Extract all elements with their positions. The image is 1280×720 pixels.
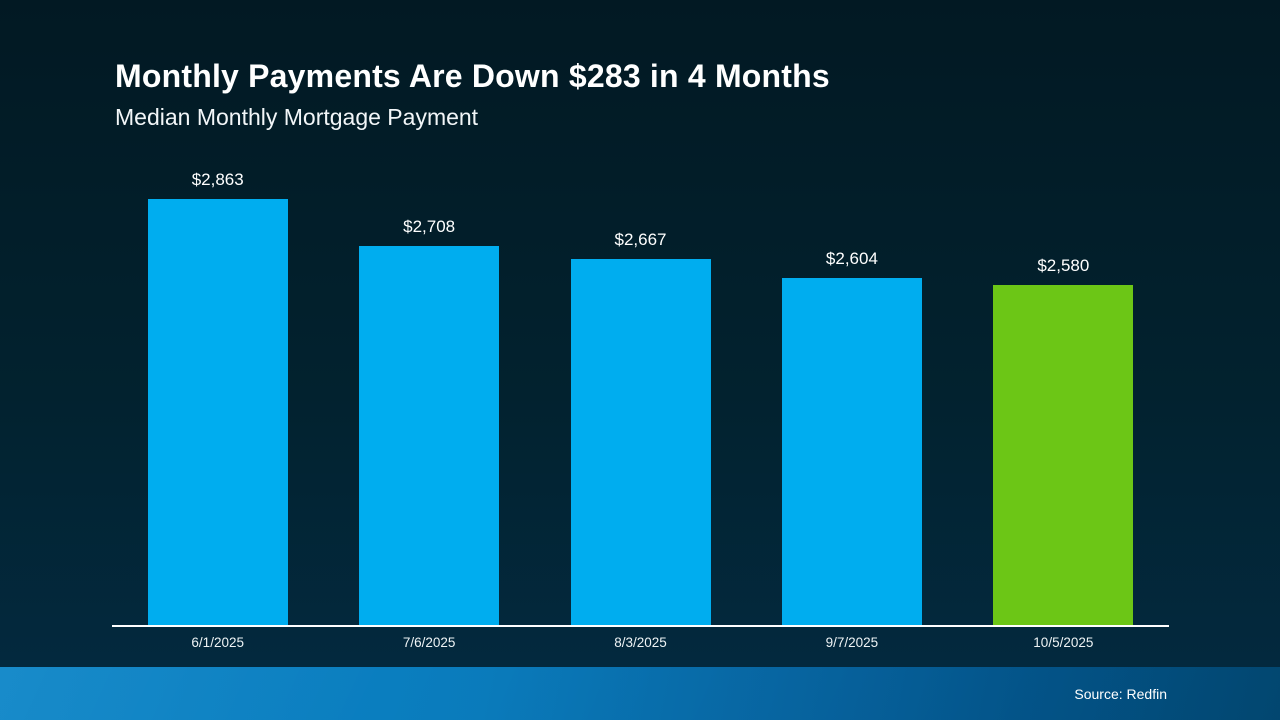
bar-value-label: $2,667 <box>614 230 667 249</box>
bar-chart: $2,863 6/1/2025 $2,708 7/6/2025 $2,667 8/3/20… <box>112 155 1169 650</box>
chart-header: Monthly Payments Are Down $283 in 4 Mont… <box>115 58 830 131</box>
bar-slot: $2,708 7/6/2025 <box>323 155 534 650</box>
x-axis-tick-label: 8/3/2025 <box>614 635 667 650</box>
footer-bar: Source: Redfin <box>0 667 1280 720</box>
x-axis-tick-label: 9/7/2025 <box>825 635 879 650</box>
source-attribution: Source: Redfin <box>1074 685 1167 702</box>
page-subtitle: Median Monthly Mortgage Payment <box>115 103 479 130</box>
bar-slot: $2,580 10/5/2025 <box>958 155 1169 650</box>
x-axis-line <box>112 625 1169 627</box>
bar-slot: $2,863 6/1/2025 <box>112 155 323 650</box>
bar-value-label: $2,708 <box>403 217 456 236</box>
bar <box>993 285 1134 625</box>
bar <box>781 278 922 625</box>
x-axis-tick-label: 10/5/2025 <box>1033 635 1094 650</box>
bar <box>570 259 711 625</box>
bar-slot: $2,604 9/7/2025 <box>746 155 957 650</box>
bar-value-label: $2,604 <box>825 249 878 268</box>
bar <box>359 246 500 625</box>
bar-slot: $2,667 8/3/2025 <box>535 155 746 650</box>
bar <box>147 199 288 625</box>
bar-value-label: $2,580 <box>1037 256 1090 275</box>
x-axis-tick-label: 7/6/2025 <box>402 635 456 650</box>
x-axis-tick-label: 6/1/2025 <box>191 635 244 650</box>
page-title: Monthly Payments Are Down $283 in 4 Mont… <box>115 58 830 94</box>
bar-value-label: $2,863 <box>191 170 244 189</box>
